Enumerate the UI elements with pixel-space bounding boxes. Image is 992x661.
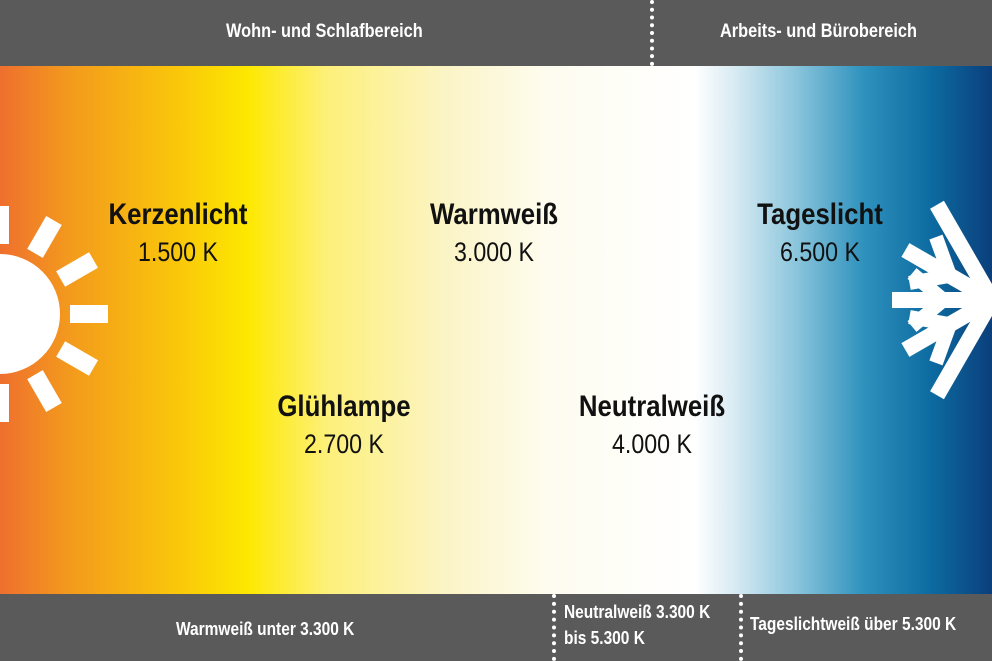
- lamp-name: Neutralweiß: [578, 390, 726, 423]
- footer-warm-label: Warmweiß unter 3.300 K: [176, 619, 355, 639]
- lamp-gluehlampe: Glühlampe 2.700 K: [234, 388, 454, 462]
- snowflake-icon: [892, 200, 992, 400]
- lamp-tageslicht: Tageslicht 6.500 K: [710, 196, 930, 270]
- lamp-kelvin: 4.000 K: [611, 429, 693, 459]
- lamp-name: Tageslicht: [757, 198, 883, 231]
- header-divider: [650, 0, 654, 66]
- footer-bar: Warmweiß unter 3.300 K Neutralweiß 3.300…: [0, 594, 992, 661]
- lamp-kelvin: 2.700 K: [303, 429, 385, 459]
- sun-icon: [0, 206, 108, 422]
- footer-neutral-label-line2: bis 5.300 K: [564, 628, 645, 648]
- lamp-name: Warmweiß: [429, 198, 559, 231]
- lamp-name: Glühlampe: [277, 390, 411, 423]
- footer-neutral-label-line1: Neutralweiß 3.300 K: [564, 602, 711, 622]
- lamp-warmweiss: Warmweiß 3.000 K: [384, 196, 604, 270]
- footer-divider-right: [739, 594, 743, 661]
- lamp-name: Kerzenlicht: [108, 198, 248, 231]
- lamp-kelvin: 3.000 K: [453, 237, 535, 267]
- header-left-label: Wohn- und Schlafbereich: [226, 21, 423, 42]
- header-bar: Wohn- und Schlafbereich Arbeits- und Bür…: [0, 0, 992, 66]
- lamp-kelvin: 6.500 K: [779, 237, 861, 267]
- footer-daylight-label: Tageslichtweiß über 5.300 K: [750, 614, 957, 634]
- lamp-neutralweiss: Neutralweiß 4.000 K: [542, 388, 762, 462]
- footer-divider-left: [552, 594, 556, 661]
- color-temperature-spectrum: [0, 66, 992, 594]
- header-right-label: Arbeits- und Bürobereich: [720, 21, 918, 42]
- lamp-kerzenlicht: Kerzenlicht 1.500 K: [68, 196, 288, 270]
- lamp-kelvin: 1.500 K: [137, 237, 219, 267]
